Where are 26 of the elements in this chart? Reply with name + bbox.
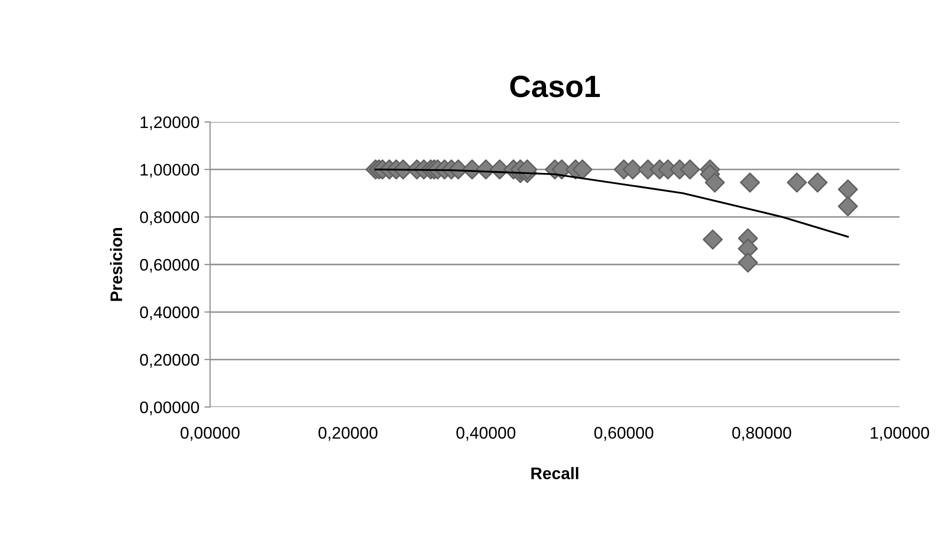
chart-title: Caso1 [510, 76, 600, 98]
point [738, 252, 758, 273]
y-tick-label: 1,20000 [140, 116, 200, 130]
x-tick-label: 0,40000 [456, 426, 516, 441]
x-axis-title: Recall [531, 467, 578, 480]
y-tick-label: 0,40000 [140, 306, 200, 320]
point [680, 159, 700, 180]
point [702, 230, 723, 250]
y-tick-label: 0,00000 [140, 401, 200, 416]
x-tick-label: 0,20000 [318, 426, 378, 441]
point [808, 172, 828, 193]
x-tick-label: 0,80000 [732, 426, 792, 441]
point [740, 172, 760, 193]
y-tick-label: 0,80000 [140, 211, 200, 226]
point [838, 196, 858, 216]
y-tick-label: 1,00000 [140, 164, 200, 178]
x-tick-label: 0,00000 [180, 426, 240, 441]
point [786, 172, 807, 193]
y-tick-label: 0,20000 [140, 354, 200, 368]
x-tick-label: 1,00000 [870, 426, 930, 441]
point [838, 179, 858, 200]
point [704, 172, 725, 193]
y-axis-title: Presicion [110, 228, 122, 301]
x-tick-label: 0,60000 [594, 426, 654, 441]
point [572, 159, 592, 180]
y-tick-label: 0,60000 [140, 258, 200, 273]
